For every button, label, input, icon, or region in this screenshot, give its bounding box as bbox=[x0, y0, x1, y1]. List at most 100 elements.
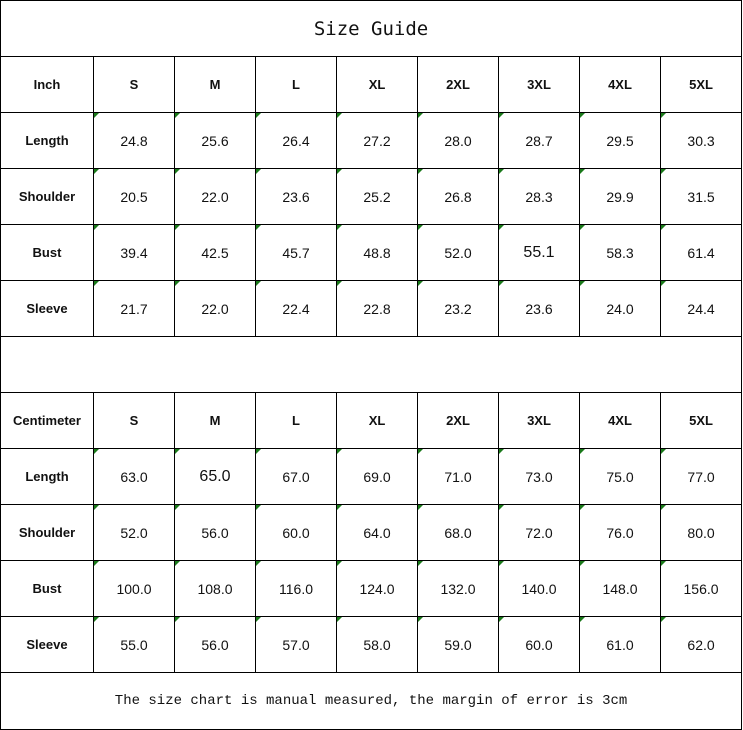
measurement-value: 23.6 bbox=[498, 280, 580, 337]
table-row: Shoulder 20.5 22.0 23.6 25.2 26.8 28.3 29.9 31.5 bbox=[0, 168, 743, 225]
measurement-value: 22.4 bbox=[255, 280, 337, 337]
size-header: 4XL bbox=[579, 56, 661, 113]
size-header: 5XL bbox=[659, 392, 743, 449]
measurement-value: 25.6 bbox=[174, 112, 256, 169]
measurement-value: 68.0 bbox=[417, 504, 499, 561]
measurement-value: 29.5 bbox=[579, 112, 661, 169]
measurement-value: 65.0 bbox=[174, 448, 256, 505]
measurement-value: 56.0 bbox=[174, 616, 256, 673]
measurement-value: 108.0 bbox=[174, 560, 256, 617]
measurement-value: 48.8 bbox=[336, 224, 418, 281]
size-header: 2XL bbox=[417, 392, 499, 449]
measurement-value: 69.0 bbox=[336, 448, 418, 505]
measurement-value: 67.0 bbox=[255, 448, 337, 505]
measurement-value: 52.0 bbox=[93, 504, 175, 561]
measurement-label: Bust bbox=[0, 560, 94, 617]
measurement-label: Shoulder bbox=[0, 168, 94, 225]
measurement-value: 72.0 bbox=[498, 504, 580, 561]
table-row: Sleeve 21.7 22.0 22.4 22.8 23.2 23.6 24.0 24.4 bbox=[0, 280, 743, 337]
measurement-label: Shoulder bbox=[0, 504, 94, 561]
measurement-label: Sleeve bbox=[0, 616, 94, 673]
size-header: 3XL bbox=[498, 392, 580, 449]
size-header: 4XL bbox=[579, 392, 661, 449]
unit-label: Centimeter bbox=[0, 392, 94, 449]
measurement-value: 64.0 bbox=[336, 504, 418, 561]
measurement-value: 24.4 bbox=[659, 280, 743, 337]
measurement-value: 31.5 bbox=[659, 168, 743, 225]
table-title: Size Guide bbox=[0, 0, 743, 57]
measurement-value: 23.6 bbox=[255, 168, 337, 225]
measurement-value: 25.2 bbox=[336, 168, 418, 225]
measurement-note: The size chart is manual measured, the m… bbox=[0, 672, 743, 730]
measurement-value: 45.7 bbox=[255, 224, 337, 281]
table-row: Length 24.8 25.6 26.4 27.2 28.0 28.7 29.5 30.3 bbox=[0, 112, 743, 169]
cm-header-row: Centimeter S M L XL 2XL 3XL 4XL 5XL bbox=[0, 392, 743, 449]
measurement-value: 58.0 bbox=[336, 616, 418, 673]
measurement-value: 132.0 bbox=[417, 560, 499, 617]
measurement-value: 140.0 bbox=[498, 560, 580, 617]
measurement-value: 58.3 bbox=[579, 224, 661, 281]
measurement-value: 29.9 bbox=[579, 168, 661, 225]
size-header: L bbox=[255, 392, 337, 449]
size-header: L bbox=[255, 56, 337, 113]
size-header: XL bbox=[336, 56, 418, 113]
size-header: M bbox=[174, 56, 256, 113]
measurement-value: 26.8 bbox=[417, 168, 499, 225]
measurement-value: 22.8 bbox=[336, 280, 418, 337]
measurement-value: 156.0 bbox=[659, 560, 743, 617]
measurement-value: 76.0 bbox=[579, 504, 661, 561]
unit-label: Inch bbox=[0, 56, 94, 113]
measurement-value: 60.0 bbox=[255, 504, 337, 561]
note-row: The size chart is manual measured, the m… bbox=[0, 672, 743, 730]
blank-spacer bbox=[0, 336, 743, 393]
measurement-value: 28.0 bbox=[417, 112, 499, 169]
measurement-value: 116.0 bbox=[255, 560, 337, 617]
measurement-value: 75.0 bbox=[579, 448, 661, 505]
measurement-value: 148.0 bbox=[579, 560, 661, 617]
table-row: Bust 39.4 42.5 45.7 48.8 52.0 55.1 58.3 61.4 bbox=[0, 224, 743, 281]
measurement-value: 61.0 bbox=[579, 616, 661, 673]
size-header: S bbox=[93, 392, 175, 449]
measurement-value: 39.4 bbox=[93, 224, 175, 281]
measurement-value: 21.7 bbox=[93, 280, 175, 337]
measurement-value: 77.0 bbox=[659, 448, 743, 505]
spacer-row bbox=[0, 336, 743, 393]
measurement-value: 61.4 bbox=[659, 224, 743, 281]
size-header: S bbox=[93, 56, 175, 113]
measurement-value: 60.0 bbox=[498, 616, 580, 673]
size-header: M bbox=[174, 392, 256, 449]
measurement-value: 100.0 bbox=[93, 560, 175, 617]
measurement-value: 56.0 bbox=[174, 504, 256, 561]
measurement-value: 30.3 bbox=[659, 112, 743, 169]
measurement-value: 55.1 bbox=[498, 224, 580, 281]
measurement-value: 24.8 bbox=[93, 112, 175, 169]
measurement-value: 20.5 bbox=[93, 168, 175, 225]
measurement-label: Bust bbox=[0, 224, 94, 281]
table-row: Length 63.0 65.0 67.0 69.0 71.0 73.0 75.0 77.0 bbox=[0, 448, 743, 505]
measurement-value: 62.0 bbox=[659, 616, 743, 673]
measurement-value: 23.2 bbox=[417, 280, 499, 337]
title-row: Size Guide bbox=[0, 0, 743, 57]
measurement-label: Sleeve bbox=[0, 280, 94, 337]
measurement-value: 26.4 bbox=[255, 112, 337, 169]
table-row: Shoulder 52.0 56.0 60.0 64.0 68.0 72.0 76.0 80.0 bbox=[0, 504, 743, 561]
measurement-label: Length bbox=[0, 112, 94, 169]
size-header: 3XL bbox=[498, 56, 580, 113]
measurement-value: 52.0 bbox=[417, 224, 499, 281]
measurement-value: 42.5 bbox=[174, 224, 256, 281]
size-header: 2XL bbox=[417, 56, 499, 113]
table-row: Sleeve 55.0 56.0 57.0 58.0 59.0 60.0 61.0 62.0 bbox=[0, 616, 743, 673]
measurement-value: 63.0 bbox=[93, 448, 175, 505]
size-header: XL bbox=[336, 392, 418, 449]
measurement-value: 28.3 bbox=[498, 168, 580, 225]
measurement-value: 27.2 bbox=[336, 112, 418, 169]
measurement-value: 59.0 bbox=[417, 616, 499, 673]
measurement-value: 80.0 bbox=[659, 504, 743, 561]
measurement-value: 124.0 bbox=[336, 560, 418, 617]
measurement-value: 22.0 bbox=[174, 280, 256, 337]
measurement-value: 57.0 bbox=[255, 616, 337, 673]
table-row: Bust 100.0 108.0 116.0 124.0 132.0 140.0 148.0 1… bbox=[0, 560, 743, 617]
measurement-value: 73.0 bbox=[498, 448, 580, 505]
size-header: 5XL bbox=[659, 56, 743, 113]
